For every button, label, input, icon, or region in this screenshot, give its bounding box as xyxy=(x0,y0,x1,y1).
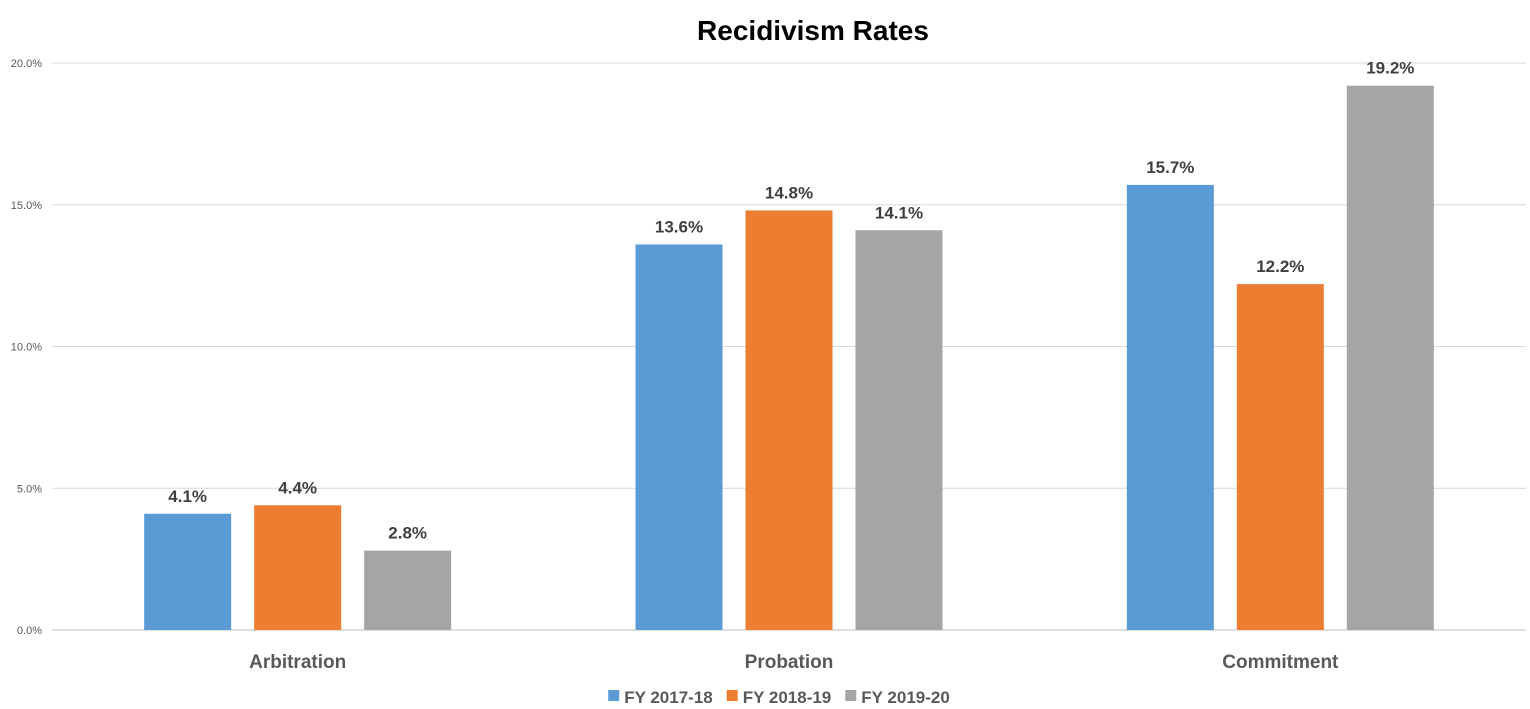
legend-item: FY 2017-18 xyxy=(608,688,713,707)
x-axis-ticks: Arbitration Probation Commitment xyxy=(249,652,1339,673)
bar xyxy=(1236,284,1324,630)
data-label: 4.4% xyxy=(278,478,317,497)
y-tick-label: 0.0% xyxy=(17,625,42,637)
x-tick-label: Commitment xyxy=(1222,652,1339,673)
bar xyxy=(254,505,342,630)
legend-item: FY 2018-19 xyxy=(726,688,832,707)
data-label: 19.2% xyxy=(1366,59,1414,78)
data-label: 14.8% xyxy=(765,183,813,202)
data-label: 14.1% xyxy=(875,203,923,222)
legend-item: FY 2019-20 xyxy=(845,688,950,707)
x-tick-label: Arbitration xyxy=(249,652,346,673)
chart-title: Recidivism Rates xyxy=(697,15,929,46)
data-label: 12.2% xyxy=(1256,257,1304,276)
data-label: 15.7% xyxy=(1146,158,1194,177)
y-tick-label: 5.0% xyxy=(17,483,42,495)
legend-label: FY 2019-20 xyxy=(861,688,950,707)
legend-swatch xyxy=(845,690,857,701)
y-tick-label: 20.0% xyxy=(11,58,42,70)
bar xyxy=(745,210,833,631)
bar xyxy=(855,230,943,630)
bar xyxy=(364,550,452,630)
legend-label: FY 2017-18 xyxy=(624,688,713,707)
legend-swatch xyxy=(726,690,738,701)
data-label: 2.8% xyxy=(388,524,427,543)
bar xyxy=(1346,85,1434,631)
y-tick-label: 10.0% xyxy=(11,342,42,354)
data-label: 4.1% xyxy=(168,487,207,506)
legend-label: FY 2018-19 xyxy=(743,688,832,707)
bar xyxy=(144,513,232,630)
y-tick-label: 15.0% xyxy=(11,200,42,212)
bar xyxy=(635,244,723,630)
y-axis-ticks: 0.0% 5.0% 10.0% 15.0% 20.0% xyxy=(11,58,42,637)
legend-swatch xyxy=(608,690,620,701)
data-label: 13.6% xyxy=(655,217,703,236)
data-labels: 4.1% 4.4% 2.8% 13.6% 14.8% 14.1% 15.7% 12.2% 19.… xyxy=(168,59,1414,543)
legend: FY 2017-18 FY 2018-19 FY 2019-20 xyxy=(608,688,950,707)
bar xyxy=(1126,184,1214,630)
bars xyxy=(144,85,1434,631)
x-tick-label: Probation xyxy=(745,652,834,673)
